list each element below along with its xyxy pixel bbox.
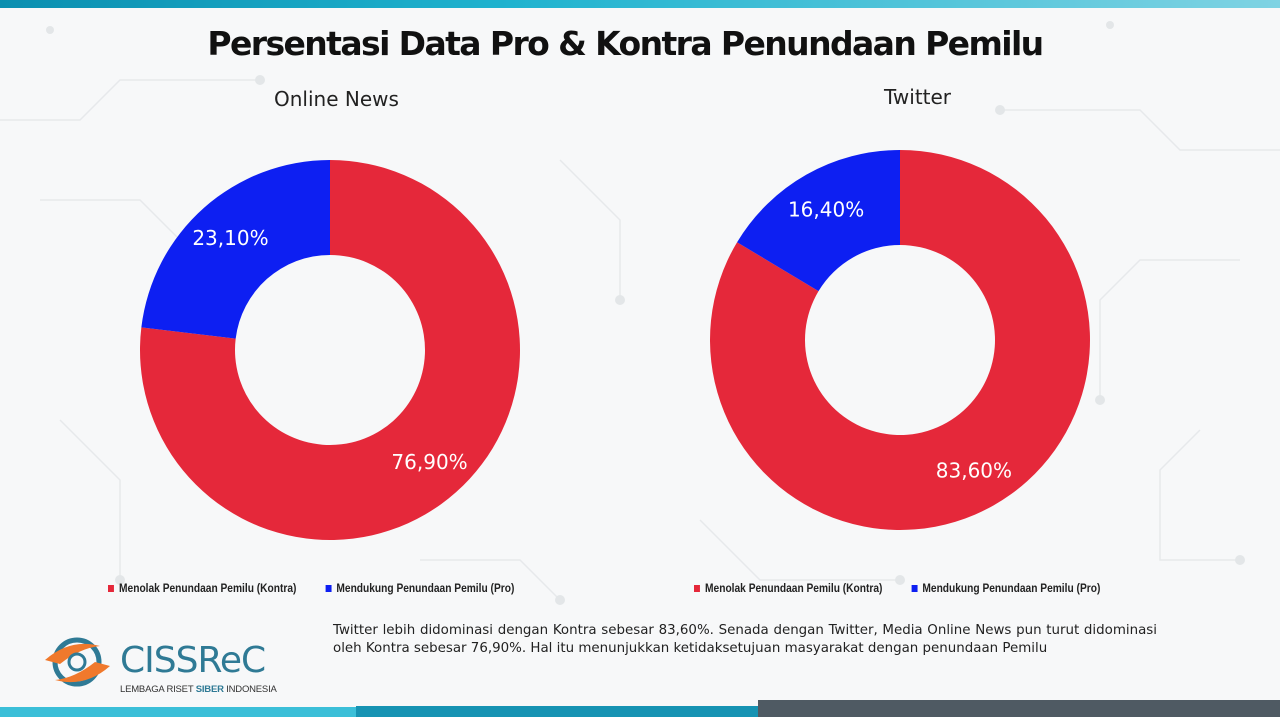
logo-subtitle-bold: SIBER [195, 684, 224, 695]
slice-pro [737, 150, 900, 292]
legend-item-kontra: Menolak Penundaan Pemilu (Kontra) [108, 581, 296, 595]
donut-chart-twitter: 83,60% 16,40% [710, 150, 1090, 530]
data-label: 16,40% [788, 197, 864, 221]
logo-name: CISSReC [120, 640, 266, 681]
legend-label-pro: Mendukung Penundaan Pemilu (Pro) [922, 581, 1101, 595]
logo-subtitle-prefix: LEMBAGA RISET [120, 684, 196, 695]
cissrec-logo-icon [45, 637, 110, 687]
legend-label-kontra: Menolak Penundaan Pemilu (Kontra) [119, 581, 297, 595]
logo-subtitle: LEMBAGA RISET SIBER INDONESIA [120, 684, 277, 695]
data-label: 23,10% [192, 226, 268, 250]
legend-online-news: Menolak Penundaan Pemilu (Kontra) Menduk… [108, 581, 514, 595]
legend-swatch-kontra [694, 584, 700, 592]
bottom-accent-bar [758, 700, 1280, 717]
top-accent-bar [0, 0, 1280, 8]
legend-item-pro: Mendukung Penundaan Pemilu (Pro) [325, 581, 514, 595]
legend-item-pro: Mendukung Penundaan Pemilu (Pro) [911, 581, 1100, 595]
slice-kontra [140, 160, 520, 540]
legend-swatch-pro [325, 584, 332, 592]
legend-swatch-kontra [108, 584, 114, 592]
legend-twitter: Menolak Penundaan Pemilu (Kontra) Menduk… [694, 581, 1100, 595]
data-label: 76,90% [391, 450, 467, 474]
legend-label-kontra: Menolak Penundaan Pemilu (Kontra) [705, 581, 883, 595]
legend-item-kontra: Menolak Penundaan Pemilu (Kontra) [694, 581, 882, 595]
chart-title-online-news: Online News [274, 87, 399, 111]
bottom-accent-bar [0, 707, 360, 717]
legend-label-pro: Mendukung Penundaan Pemilu (Pro) [336, 581, 515, 595]
description-text: Twitter lebih didominasi dengan Kontra s… [333, 623, 1157, 656]
page-title: Persentasi Data Pro & Kontra Penundaan P… [207, 24, 1044, 63]
slice-pro [141, 160, 330, 339]
logo-subtitle-suffix: INDONESIA [223, 684, 277, 695]
chart-title-twitter: Twitter [884, 85, 952, 109]
data-label: 83,60% [936, 459, 1012, 483]
donut-chart-online-news: 76,90% 23,10% [140, 160, 520, 540]
legend-swatch-pro [911, 584, 918, 592]
slice-kontra [710, 150, 1090, 530]
bottom-accent-bar [356, 706, 766, 717]
